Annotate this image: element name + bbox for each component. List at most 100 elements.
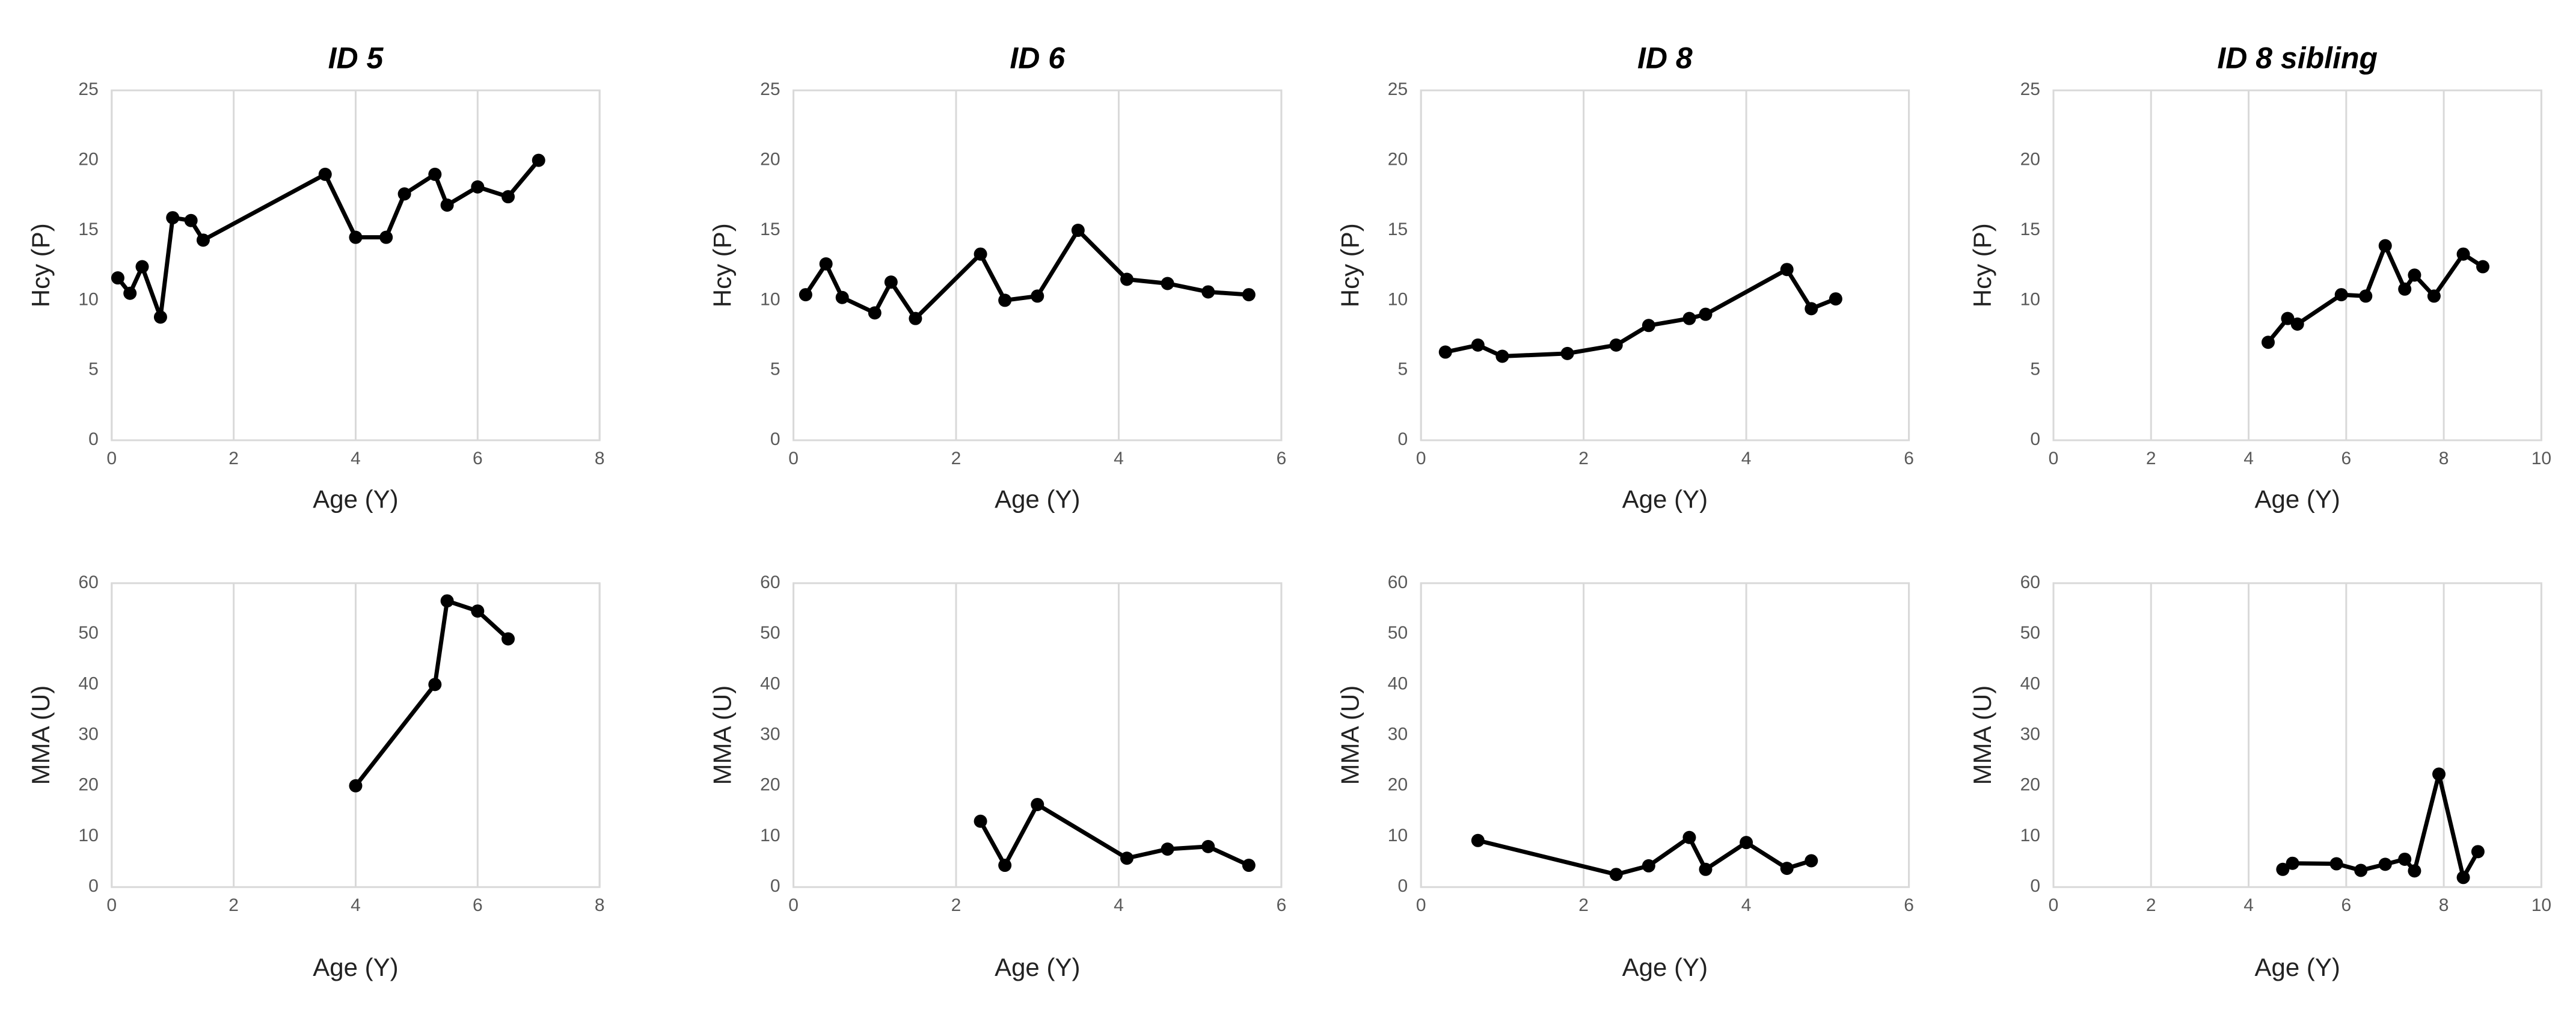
x-tick-label: 0 — [1416, 449, 1426, 468]
data-point — [2456, 247, 2470, 261]
x-tick-label: 6 — [1904, 895, 1914, 915]
y-tick-label: 0 — [1397, 876, 1408, 896]
data-point — [974, 247, 987, 261]
data-point — [471, 180, 485, 194]
y-tick-label: 20 — [760, 775, 780, 795]
plot-border — [2052, 582, 2542, 888]
data-line — [354, 598, 510, 787]
data-point — [1609, 338, 1623, 352]
data-point — [1161, 277, 1174, 290]
x-tick-label: 0 — [1416, 895, 1426, 915]
data-point — [428, 678, 442, 691]
data-point — [1829, 292, 1842, 306]
data-point — [318, 167, 332, 181]
x-tick-label: 0 — [106, 449, 117, 468]
data-point — [1242, 288, 1256, 302]
data-point — [397, 187, 411, 201]
y-tick-label: 50 — [2020, 623, 2040, 643]
x-tick-label: 2 — [228, 449, 239, 468]
y-tick-label: 10 — [78, 826, 98, 845]
y-tick-label: 10 — [78, 289, 98, 309]
x-tick-label: 4 — [1741, 449, 1752, 468]
y-tick-label: 25 — [2020, 79, 2040, 99]
x-axis-label: Age (Y) — [2255, 485, 2340, 513]
data-point — [2378, 239, 2392, 253]
data-point — [2354, 863, 2368, 877]
x-tick-label: 0 — [2049, 895, 2059, 915]
data-point — [2334, 288, 2348, 302]
x-tick-label: 2 — [228, 895, 239, 915]
data-point — [1495, 349, 1509, 363]
y-tick-label: 25 — [760, 79, 780, 99]
data-point — [1201, 839, 1215, 853]
data-point — [819, 257, 833, 271]
y-tick-label: 0 — [2030, 429, 2040, 449]
x-tick-label: 2 — [951, 449, 961, 468]
data-point — [1682, 311, 1696, 325]
y-tick-label: 50 — [78, 623, 98, 643]
data-line — [1445, 267, 1837, 359]
data-point — [1471, 338, 1485, 352]
y-tick-label: 50 — [1388, 623, 1408, 643]
data-point — [135, 260, 149, 274]
x-tick-label: 4 — [351, 895, 361, 915]
data-point — [1031, 797, 1044, 811]
data-line — [978, 802, 1250, 868]
data-point — [1471, 833, 1485, 847]
data-point — [1699, 862, 1713, 876]
y-tick-label: 20 — [760, 150, 780, 170]
x-tick-label: 6 — [473, 449, 483, 468]
y-tick-label: 60 — [1388, 572, 1408, 592]
x-axis-label: Age (Y) — [995, 485, 1080, 513]
y-tick-label: 15 — [2020, 219, 2040, 239]
data-point — [2359, 289, 2373, 303]
y-tick-label: 50 — [760, 623, 780, 643]
y-tick-label: 10 — [760, 826, 780, 845]
data-point — [428, 167, 442, 181]
y-tick-label: 0 — [770, 876, 780, 896]
x-tick-label: 6 — [473, 895, 483, 915]
data-point — [440, 198, 454, 212]
x-tick-label: 8 — [595, 449, 605, 468]
x-tick-label: 8 — [2439, 449, 2449, 468]
data-point — [1740, 836, 1753, 850]
y-tick-label: 0 — [2030, 876, 2040, 896]
x-axis-label: Age (Y) — [995, 953, 1080, 981]
x-axis-label: Age (Y) — [1622, 485, 1708, 513]
data-point — [998, 293, 1012, 307]
x-tick-label: 0 — [788, 895, 799, 915]
y-tick-label: 5 — [1397, 360, 1408, 379]
plot-border — [1420, 89, 1910, 441]
x-tick-label: 4 — [2243, 895, 2254, 915]
x-tick-label: 8 — [2439, 895, 2449, 915]
y-axis-label: Hcy (P) — [708, 223, 737, 307]
data-point — [1682, 830, 1696, 844]
y-tick-label: 5 — [2030, 360, 2040, 379]
x-tick-label: 8 — [595, 895, 605, 915]
plot-border — [2052, 89, 2542, 441]
data-point — [2286, 856, 2299, 870]
x-tick-label: 6 — [1277, 449, 1287, 468]
y-axis-label: MMA (U) — [26, 685, 55, 785]
data-point — [2329, 857, 2343, 871]
x-tick-label: 10 — [2532, 895, 2551, 915]
y-tick-label: 60 — [760, 572, 780, 592]
data-point — [2398, 852, 2412, 866]
y-tick-label: 20 — [78, 775, 98, 795]
data-point — [868, 306, 882, 320]
y-axis-label: MMA (U) — [1336, 685, 1364, 785]
data-point — [1642, 319, 1655, 333]
data-point — [2408, 268, 2421, 282]
data-point — [1071, 224, 1085, 238]
data-point — [835, 290, 849, 304]
chart-title: ID 6 — [1010, 41, 1066, 75]
data-point — [2456, 871, 2470, 885]
data-point — [153, 310, 167, 324]
data-point — [349, 779, 363, 793]
y-tick-label: 0 — [88, 876, 99, 896]
x-tick-label: 6 — [2341, 449, 2351, 468]
y-tick-label: 30 — [760, 724, 780, 744]
data-line — [116, 159, 541, 319]
y-tick-label: 15 — [78, 219, 98, 239]
